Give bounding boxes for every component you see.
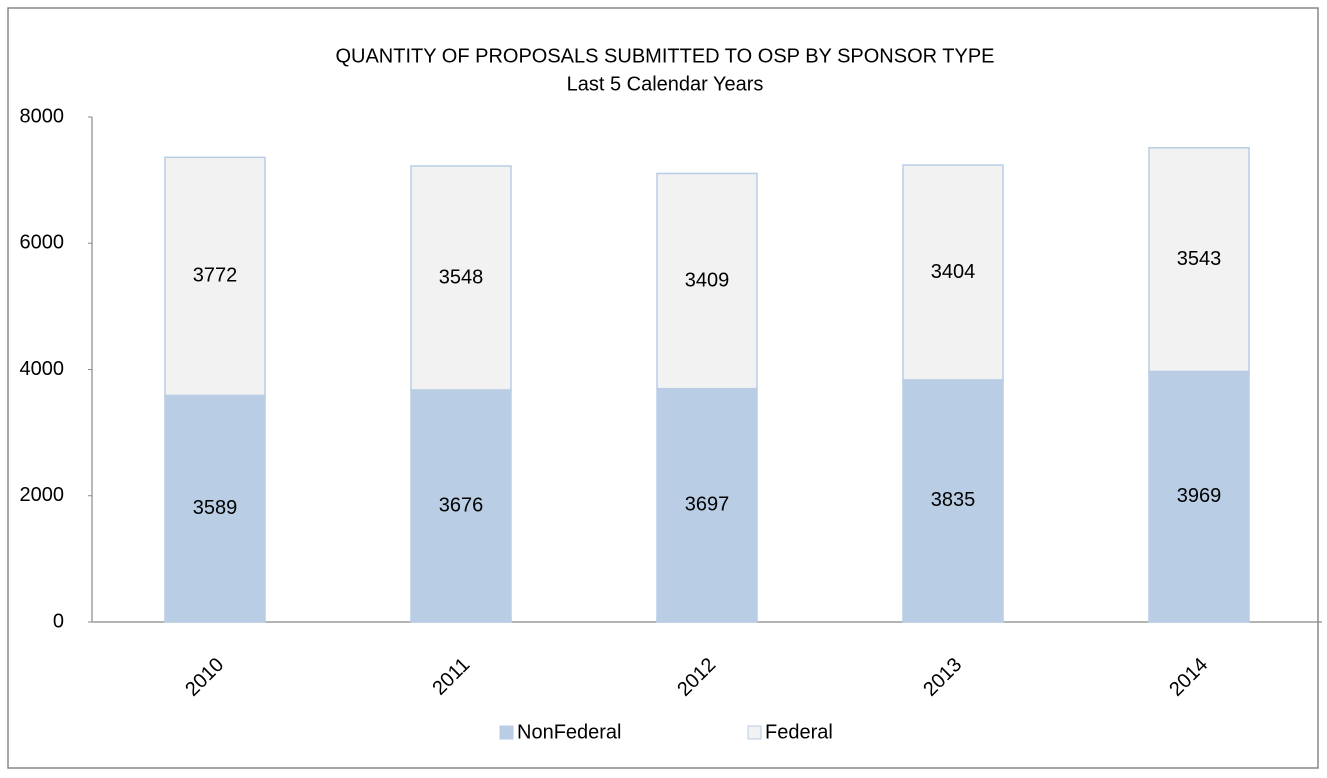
bar-segment: [164, 394, 266, 623]
y-tick-label: 6000: [20, 232, 65, 254]
chart-title: QUANTITY OF PROPOSALS SUBMITTED TO OSP B…: [335, 45, 994, 67]
data-label: 3548: [439, 266, 484, 288]
data-label: 3772: [193, 265, 238, 287]
bar-segment: [1148, 370, 1250, 623]
chart-subtitle: Last 5 Calendar Years: [567, 73, 764, 95]
bar-segment: [410, 165, 512, 391]
bar-segment: [1148, 147, 1250, 373]
bar-segment: [410, 389, 512, 623]
data-label: 3969: [1177, 485, 1222, 507]
legend-label: Federal: [765, 721, 833, 743]
data-label: 3589: [193, 497, 238, 519]
data-label: 3543: [1177, 248, 1222, 270]
bar-segment: [902, 379, 1004, 623]
data-label: 3835: [931, 489, 976, 511]
data-label: 3676: [439, 494, 484, 516]
legend-label: NonFederal: [517, 721, 622, 743]
bar-segment: [656, 387, 758, 623]
bar-segment: [164, 156, 266, 397]
data-label: 3697: [685, 494, 730, 516]
data-label: 3404: [931, 261, 976, 283]
bar-segment: [656, 172, 758, 390]
y-tick-label: 8000: [20, 105, 65, 127]
y-tick-label: 2000: [20, 484, 65, 506]
legend-swatch: [747, 725, 762, 740]
y-tick-label: 4000: [20, 358, 65, 380]
legend-swatch: [499, 725, 514, 740]
bar-segment: [902, 164, 1004, 381]
data-label: 3409: [685, 269, 730, 291]
y-tick-label: 0: [53, 610, 64, 632]
